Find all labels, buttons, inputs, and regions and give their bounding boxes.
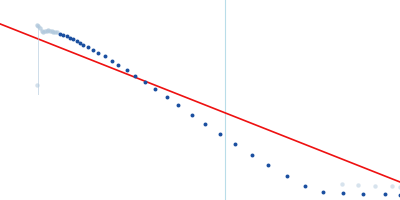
Point [47,29,53,32]
Point [284,174,290,177]
Point [40,31,46,34]
Point [265,164,272,167]
Point [382,193,388,196]
Point [52,30,58,33]
Point [42,30,48,33]
Point [360,192,366,195]
Point [115,63,122,66]
Point [320,191,326,194]
Point [90,48,96,52]
Point [74,40,80,43]
Point [202,123,208,126]
Point [50,30,56,33]
Point [232,143,238,146]
Point [67,37,73,40]
Point [64,35,70,38]
Point [142,81,148,84]
Point [77,41,83,45]
Point [388,185,395,188]
Point [34,84,40,87]
Point [164,95,170,99]
Point [108,59,115,62]
Point [217,133,223,136]
Point [80,43,86,46]
Point [45,28,52,32]
Point [397,193,400,196]
Point [95,51,102,55]
Point [340,191,346,195]
Point [397,185,400,189]
Point [188,113,195,116]
Point [302,185,308,188]
Point [60,34,66,37]
Point [152,88,158,91]
Point [35,25,42,28]
Point [355,184,362,187]
Point [85,45,92,49]
Point [102,55,108,58]
Point [175,104,182,107]
Point [70,38,76,41]
Point [132,74,138,77]
Point [37,27,43,30]
Point [38,29,45,32]
Point [248,153,255,156]
Point [338,182,345,185]
Point [124,68,130,72]
Point [57,33,63,36]
Point [372,184,378,187]
Point [54,31,60,34]
Point [34,23,40,26]
Point [48,30,55,33]
Point [44,29,50,32]
